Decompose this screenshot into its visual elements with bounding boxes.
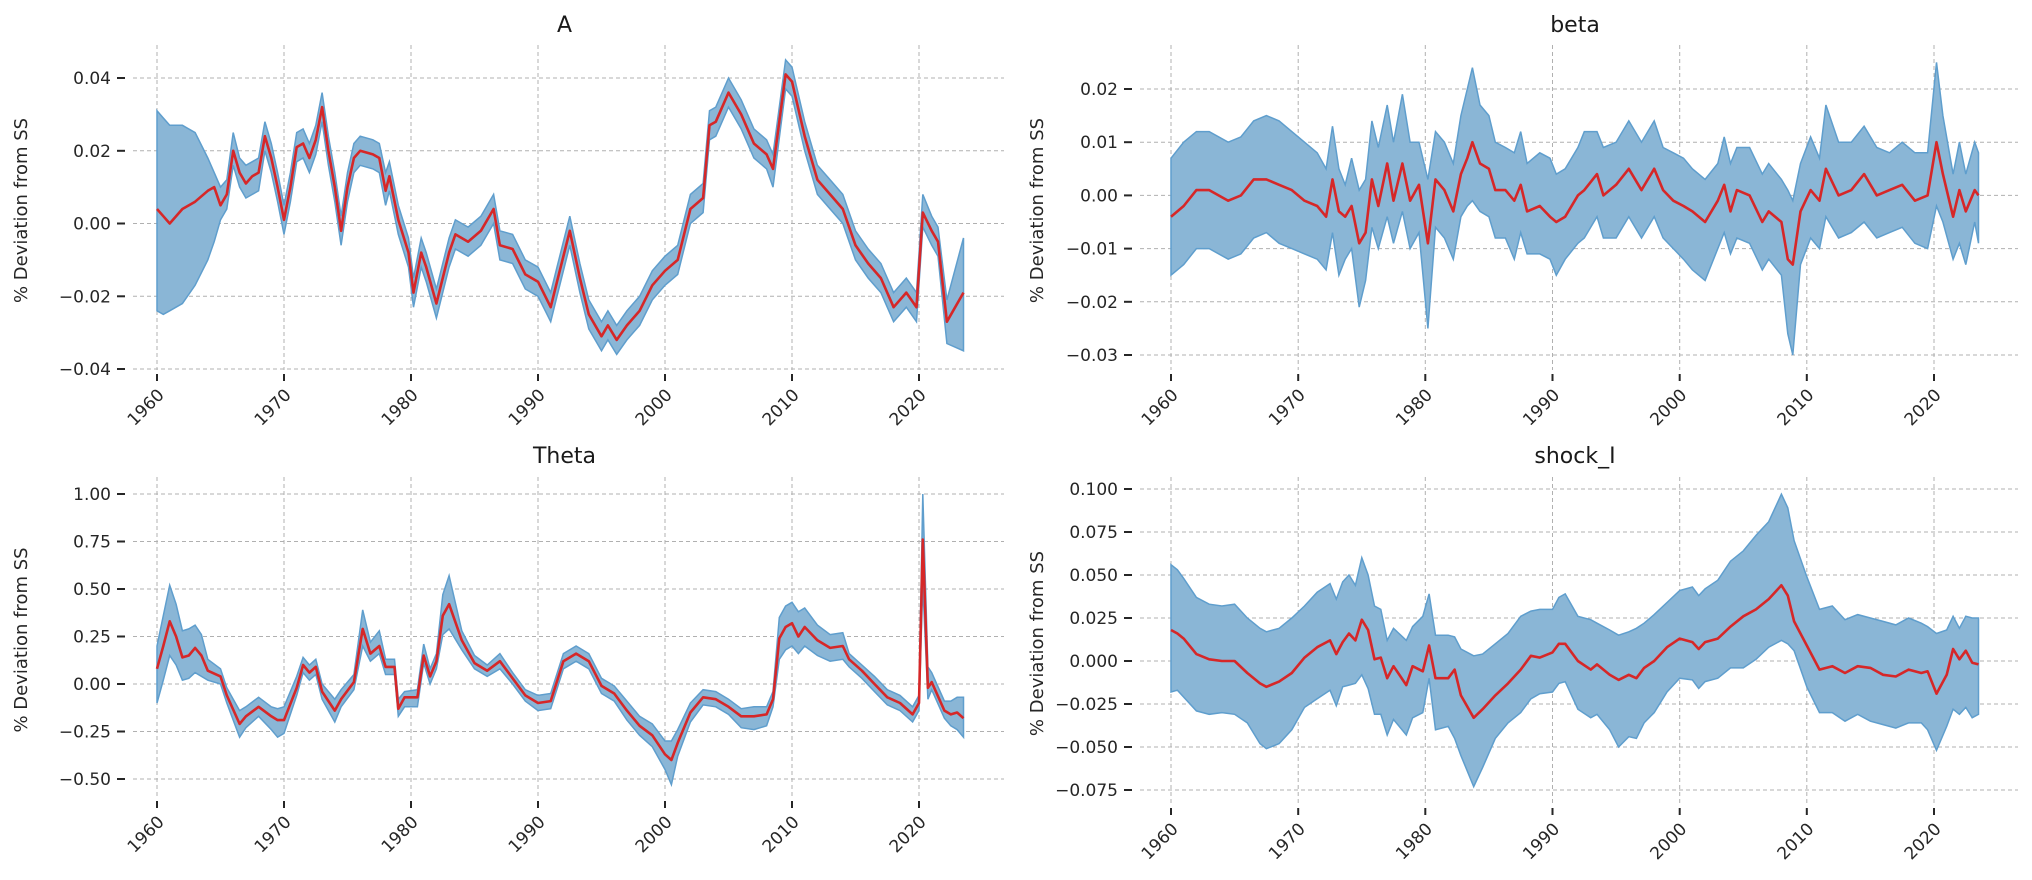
median-line: [155, 538, 965, 762]
panel-a: 1960 1970 1980 1990 2000 2010 2020 0.04 0.02 0.00…: [11, 13, 1004, 430]
y-tick-label: 0.04: [73, 69, 111, 89]
x-tick-label: 2010: [1774, 819, 1819, 864]
median-line: [156, 73, 965, 342]
y-tick-label: 0.100: [1069, 480, 1118, 500]
y-axis-label: % Deviation from SS: [1027, 551, 1048, 736]
y-tick-label: 0.00: [1080, 186, 1118, 206]
panel-title: Theta: [532, 444, 596, 469]
credible-band: [156, 58, 965, 356]
y-tick-label: 1.00: [73, 485, 111, 505]
panel-title: shock_I: [1534, 444, 1615, 469]
y-tick-label: −0.050: [1055, 738, 1118, 758]
x-tick-label: 1970: [251, 385, 296, 430]
median-line: [1170, 140, 1980, 266]
x-tick-label: 2000: [632, 385, 677, 430]
x-tick-label: 1970: [251, 812, 296, 857]
credible-band: [156, 493, 965, 788]
x-tick-label: 2010: [759, 385, 804, 430]
y-tick-label: 0.02: [1080, 80, 1118, 100]
x-tick-label: 1970: [1265, 385, 1310, 430]
x-tick-label: 1980: [1392, 385, 1437, 430]
median-line: [1170, 584, 1979, 720]
y-tick-label: −0.25: [59, 723, 111, 743]
x-tick-label: 1990: [505, 812, 550, 857]
x-tick-label: 1960: [1138, 819, 1183, 864]
y-tick-label: 0.75: [73, 533, 111, 553]
x-tick-label: 1970: [1265, 819, 1310, 864]
y-tick-label: 0.000: [1069, 652, 1118, 672]
y-tick-label: −0.03: [1066, 346, 1118, 366]
grid-layer: [133, 45, 1004, 370]
x-tick-label: 1960: [1138, 385, 1183, 430]
y-tick-label: 0.25: [73, 628, 111, 648]
x-tick-label: 2000: [1646, 819, 1691, 864]
y-tick-label: −0.075: [1055, 781, 1118, 801]
x-tick-label: 2010: [759, 812, 804, 857]
y-tick-label: 0.01: [1080, 133, 1118, 153]
grid-layer: [133, 477, 1004, 797]
x-tick-label: 1990: [1519, 385, 1564, 430]
x-tick-label: 1980: [378, 385, 423, 430]
y-tick-label: 0.025: [1069, 609, 1118, 629]
y-axis-label: % Deviation from SS: [11, 547, 32, 732]
x-tick-label: 1980: [378, 812, 423, 857]
y-axis-label: % Deviation from SS: [1027, 118, 1048, 303]
panel-theta: 1960 1970 1980 1990 2000 2010 2020 1.00 0.75 0.50…: [11, 444, 1004, 857]
y-tick-label: 0.02: [73, 142, 111, 162]
x-tick-label: 2020: [1901, 819, 1946, 864]
y-tick-label: −0.02: [59, 287, 111, 307]
panel-title: A: [557, 13, 572, 38]
y-tick-label: −0.025: [1055, 695, 1118, 715]
x-tick-label: 1960: [124, 812, 169, 857]
y-tick-label: 0.075: [1069, 523, 1118, 543]
x-tick-label: 1960: [124, 385, 169, 430]
credible-band: [1170, 492, 1980, 789]
x-tick-label: 1980: [1392, 819, 1437, 864]
y-tick-label: 0.00: [73, 675, 111, 695]
y-tick-label: −0.02: [1066, 293, 1118, 313]
panel-shock-i: 1960 1970 1980 1990 2000 2010 2020 0.100 0.075 0.…: [1027, 444, 2018, 864]
y-tick-label: −0.50: [59, 770, 111, 790]
x-tick-label: 1990: [505, 385, 550, 430]
y-tick-label: −0.01: [1066, 240, 1118, 260]
x-tick-label: 2020: [886, 385, 931, 430]
y-tick-label: 0.50: [73, 580, 111, 600]
panel-title: beta: [1550, 13, 1600, 38]
y-tick-label: −0.04: [59, 360, 111, 380]
x-tick-label: 1990: [1519, 819, 1564, 864]
y-tick-label: 0.00: [73, 215, 111, 235]
x-tick-label: 2010: [1774, 385, 1819, 430]
x-tick-label: 2000: [1646, 385, 1691, 430]
y-axis-label: % Deviation from SS: [11, 118, 32, 303]
x-tick-label: 2000: [632, 812, 677, 857]
x-tick-label: 2020: [1901, 385, 1946, 430]
y-tick-label: 0.050: [1069, 566, 1118, 586]
x-tick-label: 2020: [886, 812, 931, 857]
panel-beta: 1960 1970 1980 1990 2000 2010 2020 0.02 0.01 0.00…: [1027, 13, 2018, 430]
credible-band: [1170, 62, 1980, 356]
